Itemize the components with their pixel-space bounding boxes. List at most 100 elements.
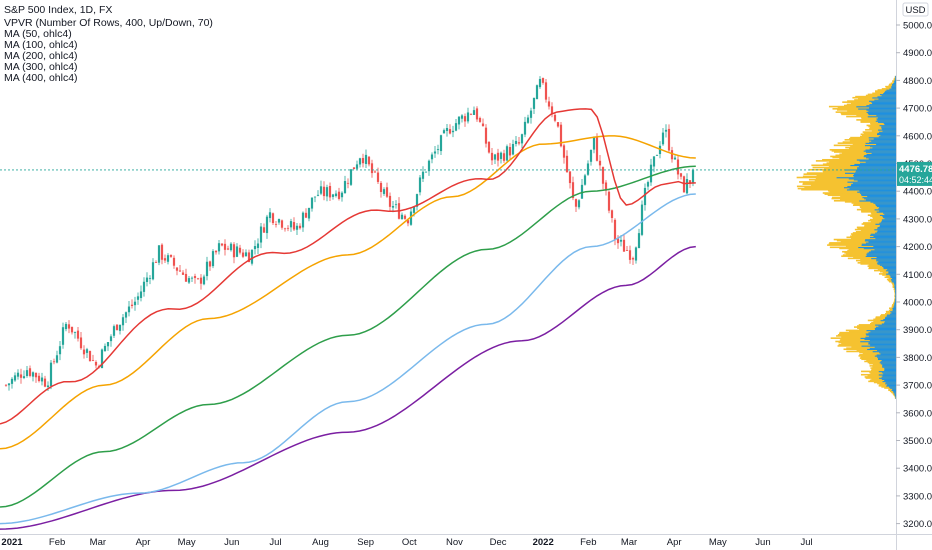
- vpvr-bar-up: [857, 191, 896, 193]
- candle-body: [421, 171, 425, 179]
- vpvr-bar-up: [852, 182, 896, 184]
- candle-body: [76, 330, 80, 339]
- vpvr-bar-up: [890, 276, 896, 279]
- vpvr-bar-up: [894, 288, 896, 291]
- candle-body: [355, 164, 359, 169]
- vpvr-bar-up: [882, 215, 896, 218]
- vpvr-bar-up: [884, 379, 896, 382]
- vpvr-bar-up: [889, 88, 896, 90]
- candle-body: [586, 163, 590, 175]
- vpvr-bar-up: [873, 137, 896, 140]
- vpvr-bar-up: [870, 234, 896, 236]
- x-tick-label: Jul: [269, 537, 281, 548]
- candle-body: [370, 163, 374, 174]
- vpvr-bar-up: [877, 349, 896, 352]
- candle-body: [148, 277, 152, 279]
- candle-body: [415, 194, 419, 207]
- candle-body: [337, 191, 341, 199]
- vpvr-bar-up: [892, 309, 896, 312]
- vpvr-bar-up: [850, 164, 896, 167]
- vpvr-bar-down: [885, 85, 896, 88]
- candle-body: [271, 213, 275, 224]
- vpvr-bar-up: [880, 134, 896, 137]
- vpvr-bar-up: [893, 305, 896, 307]
- vpvr-bar-up: [870, 145, 896, 148]
- candle-body: [523, 121, 527, 135]
- vpvr-bar-up: [895, 394, 896, 397]
- vpvr-bar-up: [867, 112, 896, 115]
- candle-body: [280, 220, 284, 228]
- candle-body: [253, 246, 257, 250]
- vpvr-bar-up: [895, 297, 896, 300]
- candle-body: [70, 326, 74, 333]
- vpvr-bar-up: [871, 152, 896, 154]
- candle-body: [115, 324, 119, 331]
- vpvr-bar-up: [882, 216, 896, 219]
- vpvr-bar-up: [859, 199, 896, 202]
- vpvr-bar-up: [874, 346, 896, 348]
- candle-body: [238, 247, 242, 253]
- candle-body: [493, 154, 497, 160]
- vpvr-bar-up: [865, 242, 896, 244]
- candle-body: [205, 261, 209, 277]
- vpvr-bar-up: [895, 298, 896, 301]
- vpvr-bar-up: [864, 144, 896, 147]
- vpvr-bar-up: [893, 281, 896, 284]
- candle-body: [445, 127, 449, 132]
- vpvr-bar-down: [871, 368, 896, 370]
- vpvr-bar-up: [877, 356, 896, 358]
- vpvr-bar-up: [884, 123, 896, 126]
- ma-line-ma200: [0, 165, 696, 508]
- candle-body: [91, 359, 95, 361]
- vpvr-bar-up: [889, 274, 896, 276]
- vpvr-bar-down: [850, 237, 896, 240]
- vpvr-bar-up: [857, 166, 896, 169]
- vpvr-bar-up: [868, 240, 896, 243]
- vpvr-bar-down: [855, 95, 896, 98]
- vpvr-bar-down: [882, 274, 896, 276]
- candle-body: [88, 351, 92, 362]
- vpvr-bar-down: [856, 119, 896, 121]
- candle-body: [223, 243, 227, 250]
- vpvr-bar-up: [879, 214, 896, 216]
- legend-ma50[interactable]: MA (50, ohlc4): [4, 28, 72, 40]
- candle-body: [394, 204, 398, 206]
- vpvr-bar-up: [879, 124, 896, 127]
- vpvr-bar-up: [856, 105, 896, 108]
- vpvr-bar-up: [875, 324, 896, 326]
- candle-body: [463, 116, 467, 122]
- vpvr-bar-up: [860, 340, 896, 343]
- vpvr-bar-down: [892, 286, 896, 288]
- vpvr-bar-up: [867, 252, 896, 254]
- y-tick-label: 3800.00: [903, 353, 932, 364]
- y-tick-label: 4800.00: [903, 76, 932, 87]
- legend-ma300[interactable]: MA (300, ohlc4): [4, 61, 78, 73]
- vpvr-bar-up: [862, 196, 896, 199]
- x-tick-label: Feb: [580, 537, 596, 548]
- candle-body: [427, 160, 431, 172]
- legend-ma100[interactable]: MA (100, ohlc4): [4, 39, 78, 51]
- vpvr-bar-up: [894, 299, 896, 302]
- vpvr-bar-down: [845, 245, 896, 247]
- candle-body: [73, 332, 77, 333]
- currency-badge[interactable]: [902, 2, 929, 17]
- candle-body: [460, 115, 464, 119]
- vpvr-bar-up: [860, 337, 896, 339]
- legend-ma400[interactable]: MA (400, ohlc4): [4, 72, 78, 84]
- candle-body: [199, 277, 203, 284]
- legend-title[interactable]: S&P 500 Index, 1D, FX: [4, 4, 112, 16]
- candle-body: [502, 153, 506, 161]
- legend-vpvr[interactable]: VPVR (Number Of Rows, 400, Up/Down, 70): [4, 17, 213, 29]
- vpvr-bar-down: [892, 283, 896, 285]
- vpvr-bar-up: [872, 96, 896, 99]
- vpvr-bar-down: [856, 114, 896, 117]
- vpvr-bar-up: [856, 158, 896, 161]
- vpvr-bar-up: [872, 146, 896, 149]
- vpvr-bar-up: [866, 329, 896, 332]
- vpvr-bar-up: [875, 326, 896, 328]
- legend-ma200[interactable]: MA (200, ohlc4): [4, 50, 78, 62]
- vpvr-bar-up: [879, 93, 896, 96]
- vpvr-bar-up: [870, 233, 896, 235]
- y-tick-label: 3700.00: [903, 381, 932, 392]
